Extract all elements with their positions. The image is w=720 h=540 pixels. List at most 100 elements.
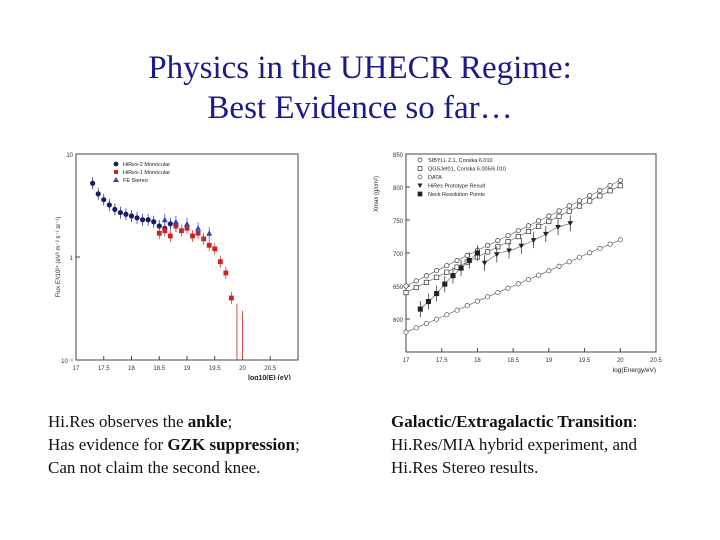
right-caption-line-2: Hi.Res/MIA hybrid experiment, and [391,435,637,454]
x-tick-label: 17.5 [98,366,110,372]
data-point [403,283,409,289]
data-point [518,243,525,249]
data-point [423,320,429,327]
data-point-hires2 [90,180,96,186]
y-tick-label: 600 [393,318,404,324]
spectrum-plot: 17 17.5 18 18.5 19 19.5 20 20.5 10⁻¹ 1 10 log10(E) … [52,150,312,382]
data-point [413,325,419,331]
data-point-hires2 [134,215,140,221]
data-point [556,208,562,214]
data-point [555,225,561,231]
right-caption-line-3: Hi.Res Stereo results. [391,458,539,477]
data-point [546,213,552,219]
data-point [587,198,593,204]
data-point [464,303,470,309]
y-tick-label: 10⁻¹ [61,359,73,365]
legend-marker [417,183,423,188]
x-tick-label: 17.5 [436,358,448,364]
left-caption: Hi.Res observes the ankle; Has evidence … [48,410,368,479]
data-point-hires2 [156,223,162,229]
x-tick-label: 20.5 [650,358,662,364]
left-caption-line-2: Has evidence for GZK suppression; [48,435,300,454]
data-point [525,223,531,229]
spectrum-plot-frame [75,153,299,361]
data-point-fe-stereo [184,220,190,227]
data-point [423,279,429,285]
data-point [413,284,419,291]
series-line [405,180,621,287]
x-tick-label: 20.5 [264,366,276,372]
legend-label: QGSJet01, Corsika 6.005/6.010 [428,167,506,173]
data-point [442,281,448,287]
data-point-hires1 [217,259,223,265]
data-point [515,228,521,234]
legend-marker [417,174,423,180]
y-tick-label: 700 [393,252,404,258]
data-point [607,188,613,194]
y-tick-label: 850 [393,153,404,159]
data-point [576,203,583,209]
title-line-1: Physics in the UHECR Regime: [148,50,572,86]
data-point [576,198,583,204]
spectrum-plot-svg: 17 17.5 18 18.5 19 19.5 20 20.5 10⁻¹ 1 10 log10(E) … [55,153,299,382]
data-point-fe-stereo [172,218,179,225]
data-point [536,223,542,229]
data-point [425,299,431,305]
data-point [495,289,501,296]
data-point-hires1 [201,236,207,242]
legend-marker [417,166,423,171]
series-line [405,185,621,293]
data-point [495,244,501,250]
y-axis-label: Xmax (g/cm²) [374,176,380,212]
data-point [515,234,521,240]
x-tick-label: 17 [73,366,80,372]
data-point-fe-stereo [195,225,202,231]
transition-emphasis: Galactic/Extragalactic Transition [391,412,633,431]
data-point [587,250,593,256]
data-point-fe-stereo [206,230,213,236]
data-point [444,312,450,318]
ankle-emphasis: ankle [187,412,228,431]
xmax-plot: 17 17.5 18 18.5 19 19.5 20 20.5 600 650 700 750 800 8… [368,150,668,382]
data-point-hires1 [156,230,162,236]
data-point [485,249,491,255]
data-point [536,218,542,224]
data-point [495,238,501,244]
data-point-hires1 [206,242,212,248]
y-tick-label: 10 [66,153,73,159]
title-line-2: Best Evidence so far… [207,90,513,126]
data-point [546,268,552,274]
data-point [546,218,552,224]
x-tick-label: 18.5 [507,358,519,364]
data-point [485,294,491,300]
slide-title: Physics in the UHECR Regime: Best Eviden… [0,48,720,128]
x-tick-label: 17 [403,358,410,364]
data-point [530,238,537,244]
data-point [466,257,472,264]
y-tick-label: 800 [393,186,404,192]
data-point-hires2 [117,209,123,216]
data-point-hires1 [167,233,173,239]
data-point [505,285,511,291]
x-tick-label: 19 [546,358,553,364]
data-point [542,231,549,237]
data-point [454,257,460,264]
x-tick-label: 18 [128,366,135,372]
x-tick-label: 20 [617,358,624,364]
right-caption-line-1: Galactic/Extragalactic Transition: [391,412,638,431]
data-point-hires2 [112,206,118,212]
y-axis-label: Flux·E³/10²⁴ (eV² m⁻² s⁻¹ sr⁻¹) [55,217,62,298]
legend-label: Neck Resolution Points [428,192,485,198]
data-point-hires1 [223,270,229,276]
data-point [444,263,450,269]
data-point [566,259,572,265]
x-axis-label: log(Energy/eV) [613,367,656,374]
data-point-hires2 [101,197,107,203]
legend-marker [417,157,423,163]
x-tick-label: 19 [184,366,191,372]
x-tick-label: 18.5 [153,366,165,372]
data-point-hires1 [162,228,168,234]
data-point [450,273,456,279]
right-caption: Galactic/Extragalactic Transition: Hi.Re… [391,410,711,479]
data-point-hires2 [167,221,173,227]
